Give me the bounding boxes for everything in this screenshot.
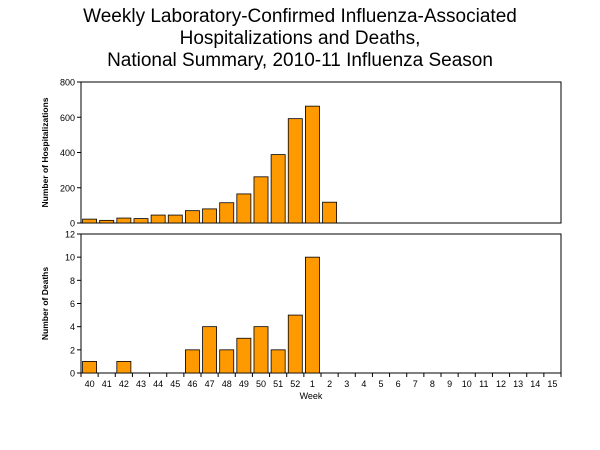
deaths-y-tick-label: 4: [70, 322, 75, 332]
x-tick-label-week-10: 10: [462, 379, 472, 389]
hosp-bar-week-2: [322, 201, 337, 224]
x-tick-label-week-47: 47: [205, 379, 215, 389]
x-tick-label-week-9: 9: [447, 379, 452, 389]
x-tick-label-week-48: 48: [222, 379, 232, 389]
x-tick-label-week-12: 12: [496, 379, 506, 389]
x-tick-label-week-52: 52: [290, 379, 300, 389]
x-tick-label-week-6: 6: [396, 379, 401, 389]
deaths-bar-week-47: [202, 326, 218, 374]
hosp-bar-week-50: [253, 176, 269, 224]
deaths-bar-week-1: [304, 256, 320, 374]
hosp-bar-week-40: [82, 218, 97, 224]
hosp-bar-week-46: [184, 210, 200, 224]
chart-title-line-2: Hospitalizations and Deaths,: [179, 28, 421, 49]
hosp-bar-week-49: [236, 193, 252, 224]
deaths-plot-frame: [80, 233, 562, 374]
deaths-bar-week-42: [116, 361, 132, 374]
x-tick-label-week-2: 2: [327, 379, 332, 389]
x-tick-label-week-13: 13: [513, 379, 523, 389]
hosp-bar-week-1: [304, 105, 320, 224]
deaths-y-axis-label: Number of Deaths: [40, 267, 50, 340]
x-tick-label-week-51: 51: [273, 379, 283, 389]
x-tick-label-week-8: 8: [430, 379, 435, 389]
hosp-y-tick-label: 800: [60, 78, 75, 88]
hosp-bar-week-52: [287, 118, 303, 224]
x-tick-label-week-40: 40: [85, 379, 95, 389]
hosp-bar-week-47: [202, 208, 218, 224]
x-tick-label-week-42: 42: [119, 379, 129, 389]
hosp-bar-week-48: [219, 202, 235, 224]
x-tick-label-week-45: 45: [170, 379, 180, 389]
hosp-plot-frame: [80, 81, 562, 224]
x-axis-label: Week: [300, 391, 323, 401]
x-tick-label-week-44: 44: [153, 379, 163, 389]
deaths-bar-week-51: [270, 349, 286, 374]
deaths-y-tick-label: 10: [65, 253, 75, 263]
deaths-bar-week-50: [253, 326, 269, 374]
hosp-y-tick-label: 400: [60, 148, 75, 158]
x-tick-label-week-5: 5: [378, 379, 383, 389]
chart-title-line-1: Weekly Laboratory-Confirmed Influenza-As…: [83, 6, 517, 27]
x-tick-label-week-1: 1: [310, 379, 315, 389]
hosp-bar-week-41: [99, 219, 115, 224]
x-tick-label-week-41: 41: [102, 379, 112, 389]
x-tick-label-week-14: 14: [530, 379, 540, 389]
x-tick-label-week-7: 7: [413, 379, 418, 389]
hosp-bar-week-45: [167, 214, 183, 224]
chart-title: Weekly Laboratory-Confirmed Influenza-As…: [0, 6, 600, 72]
deaths-y-tick-label: 12: [65, 230, 75, 240]
hosp-bar-week-44: [150, 214, 166, 224]
x-tick-label-week-50: 50: [256, 379, 266, 389]
deaths-bar-week-46: [184, 349, 200, 374]
hosp-y-tick-label: 200: [60, 183, 75, 193]
deaths-bar-week-52: [287, 314, 303, 374]
x-tick-label-week-15: 15: [547, 379, 557, 389]
x-tick-label-week-46: 46: [187, 379, 197, 389]
hosp-bar-week-42: [116, 217, 132, 224]
x-tick-label-week-3: 3: [344, 379, 349, 389]
hosp-bar-week-51: [270, 154, 286, 224]
deaths-bar-week-49: [236, 337, 252, 374]
x-tick-label-week-43: 43: [136, 379, 146, 389]
chart-title-line-3: National Summary, 2010-11 Influenza Seas…: [107, 50, 493, 71]
deaths-y-tick-label: 2: [70, 345, 75, 355]
hosp-y-tick-label: 0: [70, 219, 75, 229]
x-tick-label-week-49: 49: [239, 379, 249, 389]
hosp-bar-week-43: [133, 218, 149, 224]
deaths-y-tick-label: 8: [70, 276, 75, 286]
x-tick-label-week-4: 4: [361, 379, 366, 389]
deaths-bar-week-40: [82, 361, 97, 374]
hosp-y-axis-label: Number of Hospitalizations: [40, 97, 50, 207]
deaths-y-tick-label: 6: [70, 299, 75, 309]
deaths-y-tick-label: 0: [70, 369, 75, 379]
deaths-bar-week-48: [219, 349, 235, 374]
hosp-y-tick-label: 600: [60, 113, 75, 123]
x-tick-label-week-11: 11: [479, 379, 488, 389]
